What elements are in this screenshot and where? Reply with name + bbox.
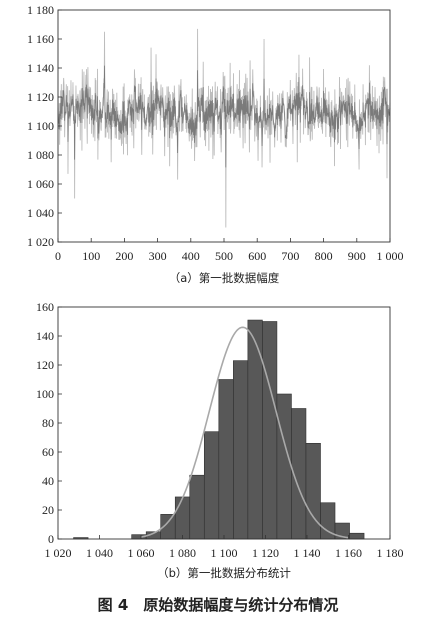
x-tick-label: 100 xyxy=(82,249,100,263)
histogram-bar xyxy=(262,321,278,540)
subplot-caption-b: （b）第一批数据分布统计 xyxy=(157,566,291,580)
y-tick-label: 1 080 xyxy=(27,148,54,162)
y-tick-label: 1 160 xyxy=(27,32,54,46)
x-tick-label: 1 180 xyxy=(377,546,404,560)
y-tick-label: 160 xyxy=(36,300,54,314)
x-tick-label: 200 xyxy=(115,249,133,263)
y-tick-label: 1 120 xyxy=(27,90,54,104)
histogram-bar xyxy=(276,393,292,540)
amplitude-series xyxy=(57,28,391,228)
x-tick-label: 1 020 xyxy=(45,546,72,560)
histogram-bars xyxy=(73,319,365,540)
x-tick-label: 300 xyxy=(149,249,167,263)
y-tick-label: 1 140 xyxy=(27,61,54,75)
x-tick-label: 700 xyxy=(281,249,299,263)
y-tick-label: 40 xyxy=(42,474,54,488)
histogram-bar xyxy=(233,360,249,540)
x-tick-label: 1 060 xyxy=(128,546,155,560)
figure-caption: 图 4 原始数据幅度与统计分布情况 xyxy=(98,596,339,614)
x-tick-label: 500 xyxy=(215,249,233,263)
x-tick-label: 900 xyxy=(348,249,366,263)
x-tick-label: 1 080 xyxy=(169,546,196,560)
x-tick-label: 400 xyxy=(182,249,200,263)
subplot-caption-a: （a）第一批数据幅度 xyxy=(169,271,280,285)
histogram-bar xyxy=(174,496,191,540)
y-tick-label: 1 060 xyxy=(27,177,54,191)
y-tick-label: 1 100 xyxy=(27,119,54,133)
y-axis: 0 20 40 60 80 100 120 140 160 xyxy=(36,300,62,546)
y-tick-label: 1 180 xyxy=(27,3,54,17)
y-axis: 1 020 1 040 1 060 1 080 1 100 1 120 1 140 1 160… xyxy=(27,3,62,249)
y-tick-label: 1 040 xyxy=(27,206,54,220)
y-tick-label: 0 xyxy=(48,532,54,546)
histogram-bar xyxy=(203,431,220,540)
normal-fit-curve xyxy=(140,326,349,539)
histogram-bar xyxy=(218,379,234,540)
histogram-bar xyxy=(349,532,365,540)
y-tick-label: 100 xyxy=(36,387,54,401)
x-tick-label: 0 xyxy=(55,249,61,263)
x-tick-label: 800 xyxy=(315,249,333,263)
x-tick-label: 1 140 xyxy=(294,546,321,560)
x-tick-label: 600 xyxy=(248,249,266,263)
amplitude-line-light xyxy=(57,28,391,228)
x-axis: 0 100 200 300 400 500 600 700 800 900 1 000 xyxy=(55,238,404,263)
x-tick-label: 1 040 xyxy=(86,546,113,560)
x-tick-label: 1 000 xyxy=(377,249,404,263)
amplitude-line-dark xyxy=(57,65,391,168)
amplitude-chart: 1 020 1 040 1 060 1 080 1 100 1 120 1 140 1 160… xyxy=(27,3,404,285)
x-tick-label: 1 100 xyxy=(211,546,238,560)
y-tick-label: 80 xyxy=(42,416,54,430)
x-tick-label: 1 120 xyxy=(252,546,279,560)
y-tick-label: 120 xyxy=(36,358,54,372)
y-tick-label: 60 xyxy=(42,445,54,459)
y-tick-label: 140 xyxy=(36,329,54,343)
y-tick-label: 20 xyxy=(42,503,54,517)
histogram-bar xyxy=(189,474,205,540)
x-axis: 1 020 1 040 1 060 1 080 1 100 1 120 1 140 1 160… xyxy=(45,535,404,560)
x-tick-label: 1 160 xyxy=(335,546,362,560)
histogram-bar xyxy=(305,442,321,540)
y-tick-label: 1 020 xyxy=(27,235,54,249)
